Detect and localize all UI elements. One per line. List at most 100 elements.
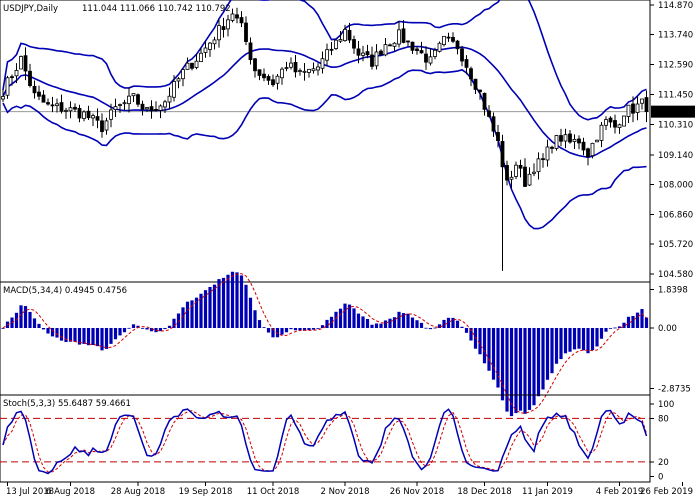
candle-body [496,132,500,142]
macd-bar [262,327,266,328]
macd-bar [329,316,334,328]
candle-body [374,51,379,67]
macd-bar [644,317,649,328]
candle [158,104,163,119]
stochastic-axis-label: 80 [658,414,669,424]
candle [383,38,388,57]
candle-body [442,35,446,45]
macd-bar [82,327,86,344]
candle-body [352,39,356,49]
macd-bar [559,327,563,360]
candle-body [532,171,536,174]
candle [586,147,590,166]
bollinger-bands [2,0,647,230]
macd-bar [415,320,419,328]
candle-body [320,58,325,69]
macd-bar [631,316,635,328]
macd-bar [410,317,415,328]
candle [325,43,329,67]
candle [320,51,325,74]
candle [298,68,302,76]
candle [32,80,37,99]
candle-body [397,29,401,45]
candle [167,87,172,110]
macd-pane[interactable]: 1.8398 0.00 -2.8735 MACD(5,34,4) 0.4945 0.… [0,271,691,417]
candle [442,35,446,47]
macd-bar [284,327,289,333]
macd-bar [604,327,608,332]
candle [599,122,604,148]
macd-bar [253,310,257,328]
candle [401,20,406,44]
candle-body [302,70,307,73]
candle-body [325,49,329,61]
macd-bar [131,324,136,328]
candle [568,130,572,144]
stochastic-pane-frame [0,394,651,483]
candle [104,117,109,135]
time-axis-label: 4 Feb 2019 [596,487,644,497]
macd-bar [194,297,199,328]
macd-bar [28,311,32,328]
candle [10,74,14,86]
candle [109,103,113,128]
candle [482,92,487,116]
price-pane[interactable]: 104.580 105.720 106.860 108.000 109.140 110.3… [0,0,695,283]
candle [100,113,104,138]
stochastic-pane[interactable]: 100 80 20 0 Stoch(5,3,3) 55.6487 59.4661 [0,394,674,483]
candle [28,63,32,88]
macd-bar [221,277,226,328]
candle-body [509,176,514,180]
candle-body [230,13,235,21]
candle [149,100,154,119]
candle [257,69,262,81]
macd-bar [419,322,424,328]
candle-body [113,106,118,110]
macd-bar [433,327,437,329]
candle [244,16,248,46]
candle-body [541,158,545,161]
macd-axis-label: 0.00 [658,324,677,334]
time-axis-label: 28 Aug 2018 [111,487,165,497]
candle [154,101,158,112]
candle [302,63,307,81]
macd-axis: 1.8398 0.00 -2.8735 [650,285,691,394]
candle [397,21,401,48]
macd-bar [505,327,509,412]
candle-body [626,104,631,117]
candle [14,63,19,84]
candle-body [388,44,392,47]
candle [37,85,41,101]
candle [208,41,212,57]
macd-bar [190,300,194,328]
macd-bar [100,327,104,351]
candle [518,159,523,178]
candle-body [55,103,59,106]
macd-bar [613,327,617,329]
candle [118,103,122,113]
candle [19,55,23,70]
candle [415,46,419,55]
candle-body [334,39,338,49]
macd-bar [599,327,604,339]
macd-bar [176,313,181,328]
macd-bar [113,327,118,340]
macd-bar [167,325,172,328]
macd-bar [572,327,577,350]
macd-bar [230,271,235,328]
macd-bar [136,325,140,328]
macd-bar [361,316,365,328]
time-axis-label: 18 Dec 2018 [457,487,511,497]
macd-bar [19,305,23,328]
macd-bar [514,327,518,414]
candle-body [451,36,455,42]
macd-bar [212,284,217,328]
candle-body [419,50,424,54]
macd-bar [500,327,505,401]
candle [64,107,68,119]
candle-body [311,68,316,72]
macd-bar [181,307,185,328]
candle [23,47,28,81]
candle-body [109,109,113,120]
stochastic-axis-label: 20 [658,458,669,468]
